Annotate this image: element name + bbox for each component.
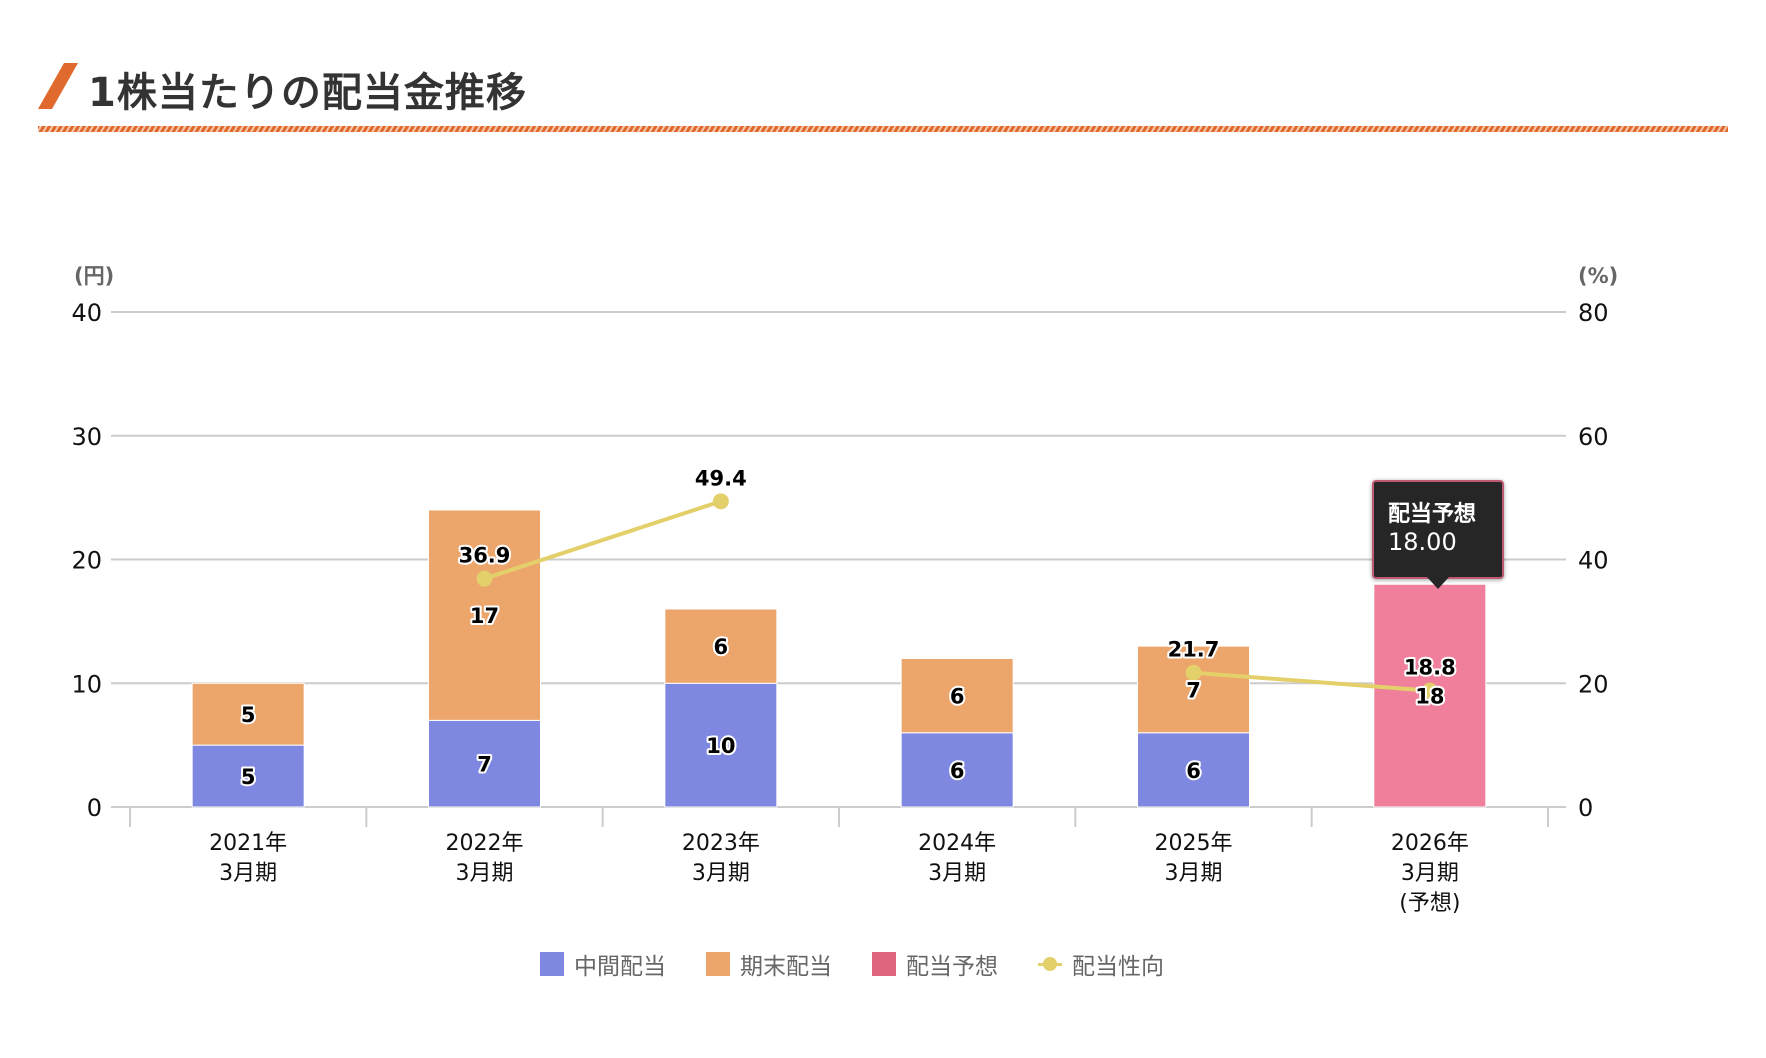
line-segment — [483, 499, 722, 581]
line-point[interactable] — [712, 493, 729, 510]
bar-value-label: 7 — [1186, 678, 1201, 702]
axes: 0 10 20 30 40 0 20 40 60 80 2021年 3月期 2022年 3月期 2023年 3… — [71, 299, 1608, 916]
right-tick-label: 60 — [1578, 423, 1609, 451]
tooltip-value: 18.00 — [1388, 528, 1457, 556]
legend-label: 配当性向 — [1072, 954, 1164, 980]
right-tick-label: 80 — [1578, 299, 1609, 327]
payout-ratio-line — [476, 493, 1438, 699]
bar-value-label: 7 — [477, 753, 492, 777]
left-axis-title: (円) — [74, 264, 114, 288]
line-segment — [1193, 670, 1430, 693]
line-point[interactable] — [476, 570, 493, 587]
right-tick-label: 40 — [1578, 547, 1609, 575]
left-tick-label: 20 — [71, 547, 102, 575]
legend: 中間配当 期末配当 配当予想 配当性向 — [540, 948, 1204, 980]
bar-interim[interactable] — [428, 719, 541, 808]
left-tick-label: 40 — [71, 299, 102, 327]
legend-label: 配当予想 — [906, 954, 998, 980]
legend-line-marker-icon — [1038, 952, 1062, 976]
x-axis-label-line: 3月期 — [1165, 861, 1223, 886]
x-axis-label-line: 2023年 — [682, 831, 760, 856]
tooltip-arrow — [1427, 577, 1449, 589]
bar-value-label: 10 — [706, 734, 735, 758]
bar-value-label: 6 — [950, 759, 965, 783]
legend-swatch-year-end — [706, 952, 730, 976]
bar-value-label: 6 — [714, 635, 729, 659]
right-axis-title: (%) — [1578, 264, 1618, 288]
x-axis-label: 2026年 3月期 (予想) — [1391, 831, 1469, 916]
legend-item-forecast[interactable]: 配当予想 — [872, 947, 998, 981]
x-axis-label-line: 3月期 — [1401, 861, 1459, 886]
x-axis-label-line: 2024年 — [918, 831, 996, 856]
bar-interim[interactable] — [191, 744, 305, 808]
x-axis-label-line: 3月期 — [692, 861, 750, 886]
x-axis-label: 2024年 3月期 — [918, 831, 996, 886]
x-axis-label: 2023年 3月期 — [682, 831, 760, 886]
line-point[interactable] — [1185, 664, 1202, 681]
line-value-label: 21.7 — [1168, 638, 1220, 662]
tooltip-title: 配当予想 — [1388, 502, 1477, 527]
x-axis-label-line: 3月期 — [219, 861, 277, 886]
bar-interim[interactable] — [900, 732, 1014, 808]
left-tick-label: 10 — [71, 670, 102, 698]
bar-value-label: 5 — [241, 765, 256, 789]
bar-value-label: 6 — [1186, 759, 1201, 783]
line-value-label: 49.4 — [695, 466, 747, 490]
line-point[interactable] — [1421, 682, 1438, 699]
title-divider — [38, 126, 1728, 132]
left-tick-label: 30 — [71, 423, 102, 451]
legend-label: 期末配当 — [740, 954, 832, 980]
x-axis-label-line: 2021年 — [209, 831, 287, 856]
x-axis-label: 2025年 3月期 — [1155, 831, 1233, 886]
x-axis-label-line: 3月期 — [456, 861, 514, 886]
data-labels: 5 5 7 17 10 6 6 6 6 7 18 36.9 49.4 21.7 18.8 — [239, 464, 1458, 791]
bar-year-end[interactable] — [191, 682, 305, 746]
bar-year-end[interactable] — [428, 509, 541, 721]
x-axis-label: 2021年 3月期 — [209, 831, 287, 886]
slash-accent-icon — [38, 63, 78, 109]
bar-interim[interactable] — [664, 682, 778, 808]
x-axis-label-line: 2025年 — [1155, 831, 1233, 856]
legend-item-interim[interactable]: 中間配当 — [540, 947, 666, 981]
right-tick-label: 20 — [1578, 670, 1609, 698]
legend-label: 中間配当 — [574, 954, 666, 980]
bar-value-label: 17 — [470, 604, 499, 628]
bar-value-label: 18 — [1415, 685, 1444, 709]
line-value-label: 36.9 — [459, 544, 511, 568]
gridlines — [111, 311, 1566, 808]
bar-interim[interactable] — [1137, 732, 1250, 808]
x-axis-label-line: 2026年 — [1391, 831, 1469, 856]
left-tick-label: 0 — [87, 794, 102, 822]
bar-year-end[interactable] — [900, 658, 1014, 734]
x-axis-label: 2022年 3月期 — [446, 831, 524, 886]
bar-value-label: 6 — [950, 685, 965, 709]
page-title: 1株当たりの配当金推移 — [88, 70, 527, 116]
bar-year-end[interactable] — [1137, 645, 1250, 734]
tooltip: 配当予想 18.00 — [1372, 480, 1504, 589]
x-axis-label-line: 2022年 — [446, 831, 524, 856]
line-value-label: 18.8 — [1404, 656, 1456, 680]
legend-swatch-forecast — [872, 952, 896, 976]
legend-swatch-interim — [540, 952, 564, 976]
legend-item-payout-ratio[interactable]: 配当性向 — [1038, 947, 1164, 981]
bars — [191, 509, 1487, 808]
bar-year-end[interactable] — [664, 608, 778, 684]
legend-item-year-end[interactable]: 期末配当 — [706, 947, 832, 981]
x-axis-label-line: 3月期 — [928, 861, 986, 886]
bar-value-label: 5 — [241, 703, 256, 727]
x-axis-label-line: (予想) — [1399, 891, 1460, 916]
right-tick-label: 0 — [1578, 794, 1593, 822]
